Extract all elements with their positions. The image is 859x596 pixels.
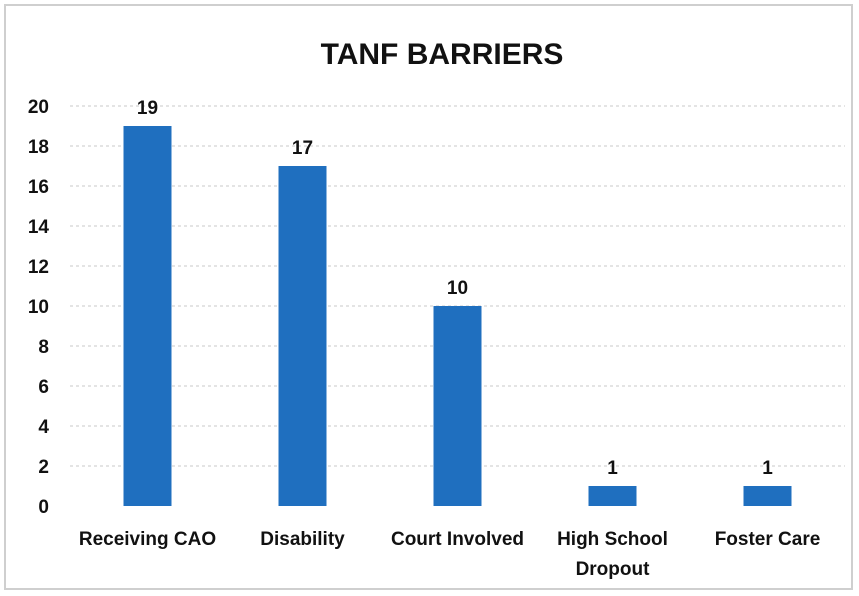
data-label-layer: 19 17 10 1 1 [137,98,773,479]
x-axis-categories: Receiving CAO Disability Court Involved Hig… [79,529,820,580]
y-tick-label: 10 [28,297,49,318]
data-label: 17 [292,138,313,159]
category-label: High School Dropout [557,529,668,580]
y-tick-label: 18 [28,137,49,158]
y-tick-label: 8 [38,337,49,358]
y-tick-label: 14 [28,217,50,238]
bar [588,486,637,506]
data-label: 10 [447,278,468,299]
y-axis-ticks: 0 2 4 6 8 10 12 14 16 18 20 [28,97,50,518]
bar [433,306,482,506]
y-tick-label: 20 [28,97,49,118]
bar [743,486,792,506]
data-label: 19 [137,98,158,119]
bar [278,166,327,506]
category-label: Disability [260,529,345,550]
y-tick-label: 6 [38,377,49,398]
data-label: 1 [607,458,618,479]
data-label: 1 [762,458,773,479]
category-label: Foster Care [715,529,821,550]
y-tick-label: 4 [38,417,49,438]
y-tick-label: 0 [38,497,49,518]
bar [123,126,172,506]
category-label: Receiving CAO [79,529,216,550]
y-tick-label: 12 [28,257,49,278]
chart-title: TANF BARRIERS [321,38,564,71]
y-tick-label: 16 [28,177,49,198]
category-label: Court Involved [391,529,524,550]
bar-layer [123,126,792,506]
y-tick-label: 2 [38,457,49,478]
